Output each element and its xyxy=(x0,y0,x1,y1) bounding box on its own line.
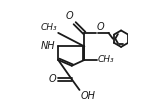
Text: O: O xyxy=(97,22,104,32)
Text: O: O xyxy=(66,11,74,21)
Text: O: O xyxy=(48,74,56,84)
Text: CH₃: CH₃ xyxy=(41,23,57,32)
Text: OH: OH xyxy=(80,91,95,101)
Text: CH₃: CH₃ xyxy=(98,55,114,64)
Text: NH: NH xyxy=(41,41,55,51)
